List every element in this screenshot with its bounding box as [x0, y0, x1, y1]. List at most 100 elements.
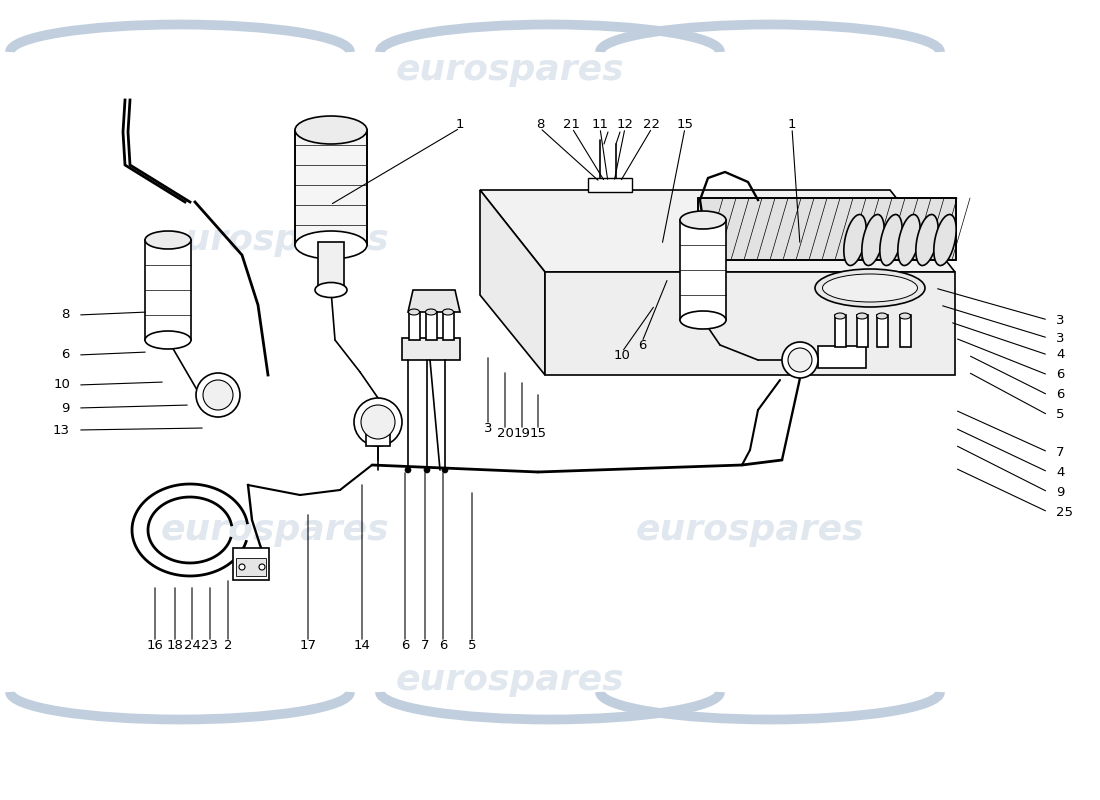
Text: 6: 6 — [439, 639, 448, 652]
Ellipse shape — [934, 214, 956, 266]
Bar — [236, 558, 266, 576]
Text: 24: 24 — [184, 639, 200, 652]
Text: 7: 7 — [1056, 446, 1065, 458]
Text: 22: 22 — [644, 118, 660, 131]
Text: eurospares: eurospares — [636, 513, 865, 547]
Bar — [295, 130, 367, 245]
Circle shape — [354, 398, 402, 446]
Bar — [402, 338, 460, 360]
Ellipse shape — [857, 313, 868, 319]
Ellipse shape — [880, 214, 902, 266]
Text: 6: 6 — [400, 639, 409, 652]
Polygon shape — [408, 290, 460, 312]
Text: 20: 20 — [496, 427, 514, 440]
Text: 15: 15 — [529, 427, 547, 440]
Polygon shape — [480, 190, 955, 272]
Bar — [318, 242, 344, 290]
Text: 6: 6 — [1056, 369, 1065, 382]
Bar — [443, 312, 454, 340]
Circle shape — [424, 467, 430, 473]
Bar — [588, 178, 632, 192]
Bar — [698, 198, 956, 260]
Circle shape — [442, 467, 448, 473]
Text: 23: 23 — [201, 639, 219, 652]
Ellipse shape — [823, 274, 917, 302]
Text: 14: 14 — [353, 639, 371, 652]
Ellipse shape — [442, 309, 453, 315]
Text: 3: 3 — [484, 422, 493, 435]
Text: 4: 4 — [1056, 466, 1065, 478]
Text: 5: 5 — [468, 639, 476, 652]
Bar — [145, 240, 191, 340]
Ellipse shape — [916, 214, 938, 266]
Text: 6: 6 — [1056, 389, 1065, 402]
Text: 8: 8 — [536, 118, 544, 131]
Ellipse shape — [844, 214, 866, 266]
Text: 19: 19 — [514, 427, 530, 440]
Ellipse shape — [295, 231, 367, 259]
Text: 8: 8 — [62, 309, 70, 322]
Bar — [426, 312, 437, 340]
Text: eurospares: eurospares — [636, 223, 865, 257]
Text: 2: 2 — [223, 639, 232, 652]
Text: 25: 25 — [1056, 506, 1072, 518]
Ellipse shape — [835, 313, 846, 319]
Ellipse shape — [900, 313, 911, 319]
Text: 21: 21 — [563, 118, 581, 131]
Circle shape — [405, 467, 411, 473]
Text: 7: 7 — [420, 639, 429, 652]
Ellipse shape — [877, 313, 888, 319]
Bar — [835, 315, 846, 347]
Circle shape — [239, 564, 245, 570]
Text: 18: 18 — [166, 639, 184, 652]
Ellipse shape — [426, 309, 437, 315]
Bar — [698, 198, 956, 260]
Circle shape — [196, 373, 240, 417]
Ellipse shape — [315, 282, 346, 298]
Text: eurospares: eurospares — [161, 223, 389, 257]
Bar — [857, 315, 868, 347]
Text: 10: 10 — [614, 349, 630, 362]
Ellipse shape — [898, 214, 921, 266]
Text: 3: 3 — [1056, 314, 1065, 326]
Text: 4: 4 — [1056, 349, 1065, 362]
Text: 11: 11 — [592, 118, 608, 131]
Text: 15: 15 — [676, 118, 693, 131]
Text: 3: 3 — [1056, 331, 1065, 345]
Circle shape — [782, 342, 818, 378]
Text: 17: 17 — [299, 639, 317, 652]
Ellipse shape — [680, 311, 726, 329]
Circle shape — [788, 348, 812, 372]
Text: 6: 6 — [62, 349, 70, 362]
Bar — [818, 346, 866, 368]
Circle shape — [258, 564, 265, 570]
Text: 16: 16 — [146, 639, 164, 652]
Text: 5: 5 — [1056, 409, 1065, 422]
Bar — [680, 220, 726, 320]
Text: 12: 12 — [616, 118, 634, 131]
Ellipse shape — [408, 309, 419, 315]
Circle shape — [361, 405, 395, 439]
Text: 6: 6 — [638, 339, 646, 352]
Text: 10: 10 — [53, 378, 70, 391]
Ellipse shape — [815, 269, 925, 307]
Polygon shape — [480, 190, 544, 375]
Bar — [409, 312, 420, 340]
Text: 1: 1 — [788, 118, 796, 131]
Bar — [233, 548, 270, 580]
Text: 13: 13 — [53, 423, 70, 437]
Bar — [366, 422, 390, 446]
Ellipse shape — [145, 231, 191, 249]
Ellipse shape — [145, 331, 191, 349]
Text: 9: 9 — [1056, 486, 1065, 498]
Circle shape — [204, 380, 233, 410]
Text: 1: 1 — [455, 118, 464, 131]
Text: eurospares: eurospares — [396, 663, 625, 697]
Bar — [200, 383, 236, 407]
Text: eurospares: eurospares — [161, 513, 389, 547]
Bar — [877, 315, 888, 347]
Ellipse shape — [295, 116, 367, 144]
Ellipse shape — [861, 214, 884, 266]
Text: 9: 9 — [62, 402, 70, 414]
Ellipse shape — [680, 211, 726, 229]
